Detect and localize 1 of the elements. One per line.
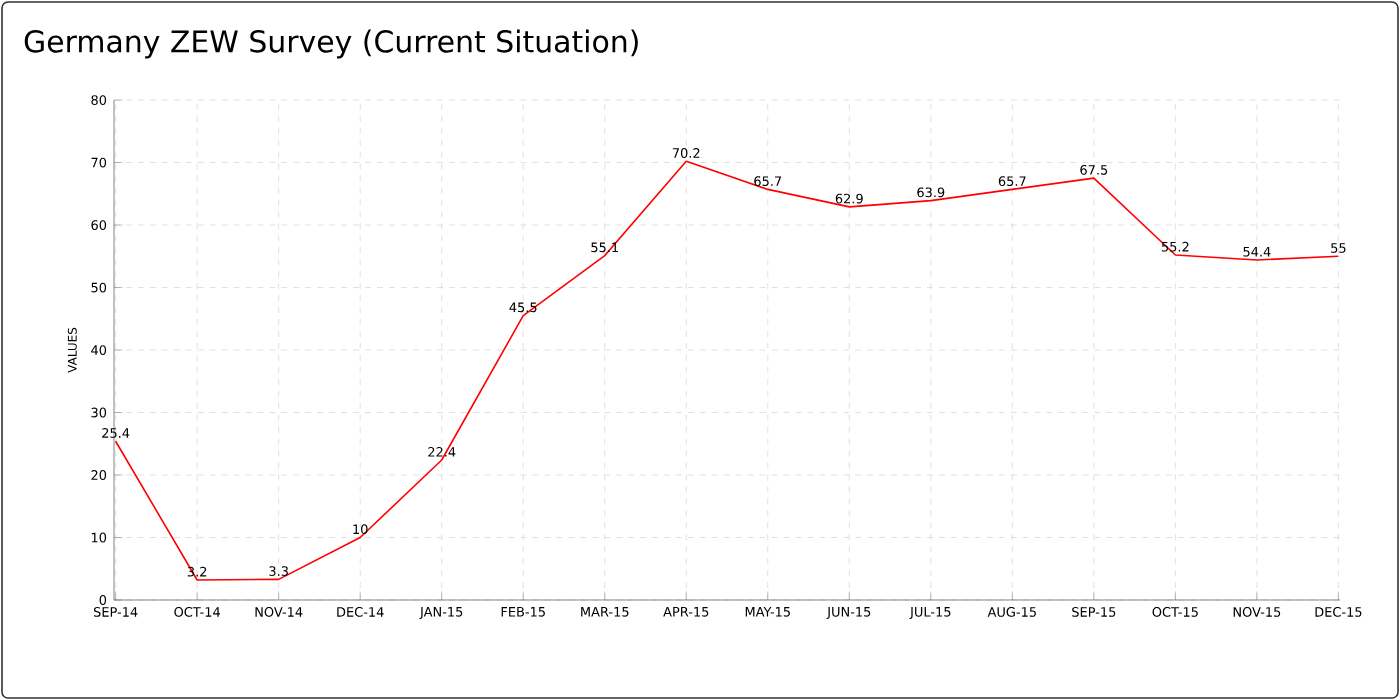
- chart-title: Germany ZEW Survey (Current Situation): [24, 29, 638, 59]
